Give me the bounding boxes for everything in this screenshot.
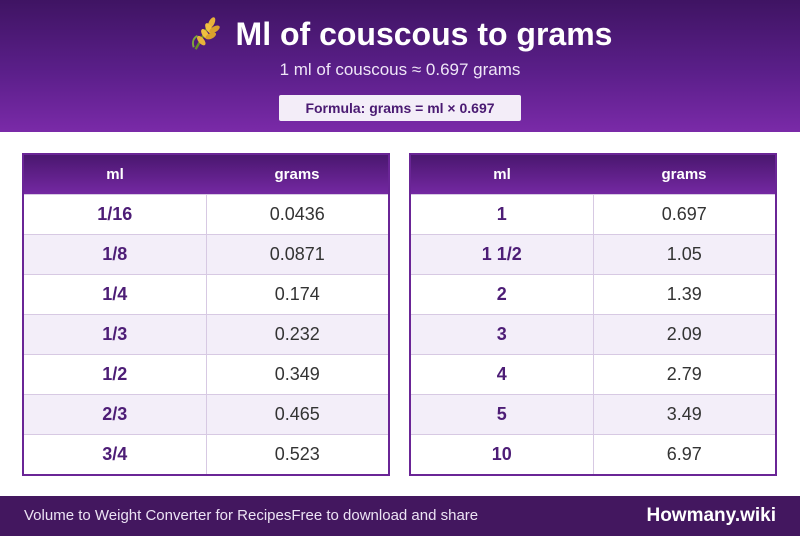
table-row: 3 2.09 [411,314,775,354]
table-row: 1 0.697 [411,194,775,234]
grams-cell: 0.697 [661,204,707,224]
grams-cell: 0.232 [274,324,320,344]
column-header-grams: grams [661,166,707,183]
column-header-grams: grams [274,166,320,183]
table-row: 1/8 0.0871 [24,234,388,274]
grams-cell: 2.79 [666,364,702,384]
table-row: 1/2 0.349 [24,354,388,394]
table-row: 4 2.79 [411,354,775,394]
ml-cell: 3/4 [24,435,207,474]
grams-cell: 6.97 [666,444,702,464]
column-header-ml: ml [106,166,124,183]
ml-cell: 1/3 [24,315,207,354]
title-row: Ml of couscous to grams [0,12,800,56]
table-row: 1/3 0.232 [24,314,388,354]
ml-cell: 5 [411,395,594,434]
table-row: 5 3.49 [411,394,775,434]
grams-cell: 0.465 [274,404,320,424]
grams-cell: 0.523 [274,444,320,464]
table-row: 1/4 0.174 [24,274,388,314]
header: Ml of couscous to grams 1 ml of couscous… [0,0,800,132]
footer: Volume to Weight Converter for RecipesFr… [0,496,800,536]
ml-cell: 1/16 [24,195,207,234]
table-row: 1 1/2 1.05 [411,234,775,274]
grams-cell: 0.0436 [269,204,325,224]
table-row: 1/16 0.0436 [24,194,388,234]
table-row: 2 1.39 [411,274,775,314]
grams-cell: 1.05 [666,244,702,264]
ml-cell: 3 [411,315,594,354]
footer-tagline: Volume to Weight Converter for RecipesFr… [24,507,479,524]
table-row: 3/4 0.523 [24,434,388,474]
grams-cell: 0.174 [274,284,320,304]
grams-cell: 0.349 [274,364,320,384]
ml-cell: 10 [411,435,594,474]
ml-cell: 1/2 [24,355,207,394]
table-row: 2/3 0.465 [24,394,388,434]
ml-cell: 2/3 [24,395,207,434]
table-header: ml grams [24,155,388,194]
formula-badge: Formula: grams = ml × 0.697 [279,95,521,121]
ml-cell: 1 1/2 [411,235,594,274]
ml-cell: 2 [411,275,594,314]
table-row: 10 6.97 [411,434,775,474]
conversion-subtitle: 1 ml of couscous ≈ 0.697 grams [279,60,521,79]
grams-cell: 0.0871 [269,244,325,264]
ml-cell: 1 [411,195,594,234]
wheat-icon [191,17,220,50]
grams-cell: 3.49 [666,404,702,424]
table-header: ml grams [411,155,775,194]
grams-cell: 2.09 [666,324,702,344]
ml-cell: 4 [411,355,594,394]
brand-logo-text[interactable]: Howmany.wiki [646,505,776,526]
grams-cell: 1.39 [666,284,702,304]
page-title: Ml of couscous to grams [235,15,613,52]
ml-cell: 1/4 [24,275,207,314]
ml-cell: 1/8 [24,235,207,274]
column-header-ml: ml [493,166,511,183]
conversion-table-left: ml grams 1/16 0.0436 1/8 0.0871 1/4 0.174 1… [22,153,390,476]
